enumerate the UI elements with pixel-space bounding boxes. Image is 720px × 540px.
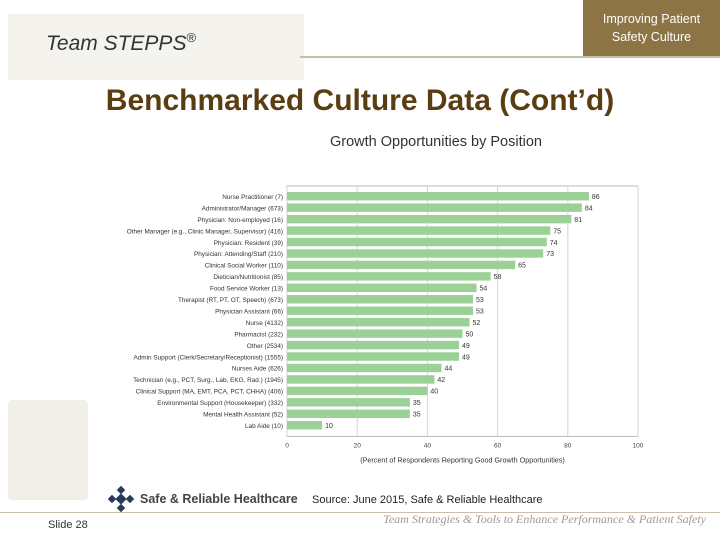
source-note: Source: June 2015, Safe & Reliable Healt… xyxy=(312,494,543,506)
footer-tagline: Team Strategies & Tools to Enhance Perfo… xyxy=(383,512,706,526)
bar xyxy=(287,272,491,281)
bar-value-label: 81 xyxy=(574,217,582,224)
category-label: Nurse Practitioner (7) xyxy=(222,194,283,201)
bar-value-label: 49 xyxy=(462,354,470,361)
bar xyxy=(287,295,474,304)
x-tick-label: 40 xyxy=(424,442,432,449)
x-tick-label: 20 xyxy=(354,442,362,449)
bar-value-label: 75 xyxy=(553,228,561,235)
category-label: Technician (e.g., PCT, Surg., Lab, EKG, … xyxy=(133,377,283,384)
bar-value-label: 53 xyxy=(476,297,484,304)
x-tick-label: 100 xyxy=(633,442,644,449)
bar xyxy=(287,375,435,384)
bar-value-label: 84 xyxy=(585,205,593,212)
bar xyxy=(287,226,551,235)
bar-value-label: 74 xyxy=(550,240,558,247)
logo-text: Team STEPPS xyxy=(46,32,187,55)
bar-value-label: 40 xyxy=(430,389,438,396)
bar xyxy=(287,306,474,315)
bar-value-label: 35 xyxy=(413,412,421,419)
category-label: Clinical Support (MA, EMT, PCA, PCT, CHH… xyxy=(136,389,283,396)
bar xyxy=(287,192,589,201)
bar xyxy=(287,283,477,293)
bar-value-label: 65 xyxy=(518,263,526,270)
category-label: Food Service Worker (13) xyxy=(210,286,283,293)
category-label: Physician: Non-employed (16) xyxy=(197,217,283,224)
chart-title: Growth Opportunities by Position xyxy=(330,134,542,150)
tagline-box: Improving Patient Safety Culture xyxy=(583,0,720,56)
category-label: Environmental Support (Housekeeper) (332… xyxy=(157,400,283,407)
bar-value-label: 10 xyxy=(325,423,333,430)
bar-value-label: 49 xyxy=(462,343,470,350)
bar-value-label: 44 xyxy=(444,366,452,373)
category-label: Mental Health Assistant (52) xyxy=(203,412,283,419)
bar-value-label: 54 xyxy=(480,286,488,293)
bar xyxy=(287,317,470,327)
category-label: Administrator/Manager (673) xyxy=(202,205,283,212)
header-rule xyxy=(300,56,720,58)
bar xyxy=(287,352,459,361)
bar xyxy=(287,249,544,258)
bar xyxy=(287,340,459,350)
bar xyxy=(287,421,323,430)
x-tick-label: 60 xyxy=(494,442,502,449)
bar xyxy=(287,386,428,396)
bar xyxy=(287,398,410,407)
x-tick-label: 0 xyxy=(285,442,289,449)
category-label: Other (2534) xyxy=(247,343,283,350)
category-label: Other Manager (e.g., Clinic Manager, Sup… xyxy=(127,228,283,235)
bar-value-label: 35 xyxy=(413,400,421,407)
footer-rule xyxy=(0,512,720,513)
bar-value-label: 58 xyxy=(494,274,502,281)
bar xyxy=(287,260,516,270)
category-label: Lab Aide (10) xyxy=(245,423,283,430)
category-label: Physician: Attending/Staff (210) xyxy=(194,251,283,258)
bar-value-label: 86 xyxy=(592,194,600,201)
bar-value-label: 50 xyxy=(466,331,474,338)
category-label: Pharmacist (232) xyxy=(234,331,283,338)
bar xyxy=(287,363,442,373)
registered-mark: ® xyxy=(186,30,197,45)
category-label: Nurses Aide (626) xyxy=(232,366,283,373)
bar xyxy=(287,214,572,224)
watermark-logo xyxy=(8,400,88,500)
category-label: Clinical Social Worker (110) xyxy=(205,263,283,270)
category-label: Nurse (4132) xyxy=(246,320,283,327)
bar-value-label: 73 xyxy=(546,251,554,258)
category-label: Physician Assistant (66) xyxy=(215,308,283,315)
bar-chart: 0 20 40 60 80 100 86 Nurse Practitioner (7) 84 Ad… xyxy=(127,185,644,464)
bar-value-label: 42 xyxy=(437,377,445,384)
bar xyxy=(287,203,582,212)
teamstepps-logo: Team STEPPS® xyxy=(46,30,196,56)
bar xyxy=(287,237,547,247)
footer-brand: Safe & Reliable Healthcare xyxy=(140,492,298,506)
x-tick-label: 80 xyxy=(564,442,572,449)
slide-number: Slide 28 xyxy=(48,519,88,531)
category-label: Therapist (RT, PT, OT, Speech) (673) xyxy=(178,297,283,304)
category-label: Physician: Resident (39) xyxy=(214,240,283,247)
x-axis-label: (Percent of Respondents Reporting Good G… xyxy=(360,455,565,464)
category-label: Dietician/Nutritionist (85) xyxy=(213,274,283,281)
bar xyxy=(287,329,463,338)
slide-title: Benchmarked Culture Data (Cont’d) xyxy=(105,84,615,117)
bar-value-label: 52 xyxy=(473,320,481,327)
bar-value-label: 53 xyxy=(476,308,484,315)
safe-reliable-logo-icon xyxy=(108,486,134,512)
category-label: Admin Support (Clerk/Secretary/Reception… xyxy=(133,354,283,361)
logo-box xyxy=(8,14,304,80)
bar xyxy=(287,409,410,418)
